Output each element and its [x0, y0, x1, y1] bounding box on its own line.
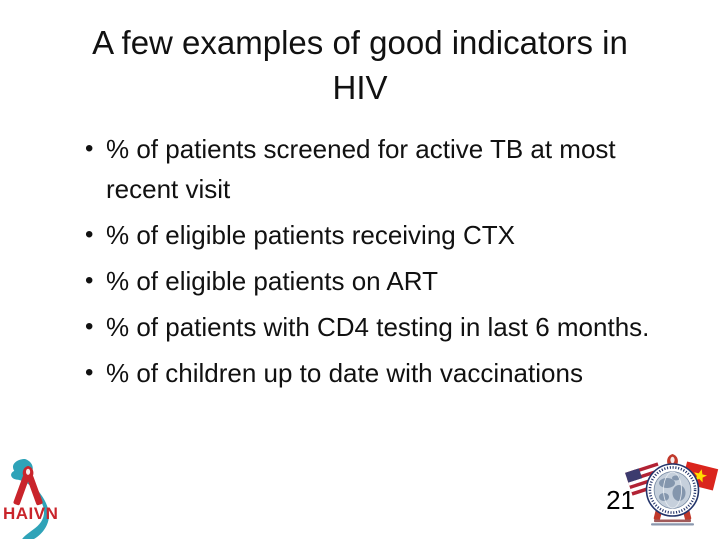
bullet-text: % of children up to date with vaccinatio…: [106, 358, 583, 388]
aids-ribbon-icon: [13, 465, 43, 506]
bullet-item: • % of eligible patients receiving CTX: [85, 215, 685, 255]
title-line-2: HIV: [332, 69, 388, 106]
bullet-item: • % of children up to date with vaccinat…: [85, 353, 685, 393]
bullet-text: % of patients with CD4 testing in last 6…: [106, 312, 650, 342]
page-number: 21: [606, 485, 635, 515]
bullet-item: • % of eligible patients on ART: [85, 261, 685, 301]
bullet-text: % of eligible patients on ART: [106, 266, 438, 296]
partnership-caption-lines: [651, 519, 694, 526]
bullet-list: • % of patients screened for active TB a…: [85, 129, 685, 399]
bullet-item: • % of patients screened for active TB a…: [85, 129, 685, 209]
globe-continents: [659, 475, 686, 501]
partnership-logo: [625, 454, 719, 526]
bullet-marker-icon: •: [85, 267, 94, 294]
globe-seal-icon: [645, 463, 700, 517]
bullet-item: • % of patients with CD4 testing in last…: [85, 307, 685, 347]
vietnam-star: [694, 469, 708, 483]
bullet-marker-icon: •: [85, 135, 94, 162]
haivn-logo: [11, 458, 49, 540]
bullet-marker-icon: •: [85, 359, 94, 386]
bullet-marker-icon: •: [85, 313, 94, 340]
bullet-marker-icon: •: [85, 221, 94, 248]
haivn-logo-label: HAIVN: [3, 504, 59, 523]
bullet-text: % of eligible patients receiving CTX: [106, 220, 515, 250]
vietnam-map-shape: [11, 458, 49, 540]
slide-title: A few examples of good indicators in HIV: [0, 20, 720, 110]
bullet-text: % of patients screened for active TB at …: [106, 134, 616, 204]
title-line-1: A few examples of good indicators in: [92, 24, 628, 61]
